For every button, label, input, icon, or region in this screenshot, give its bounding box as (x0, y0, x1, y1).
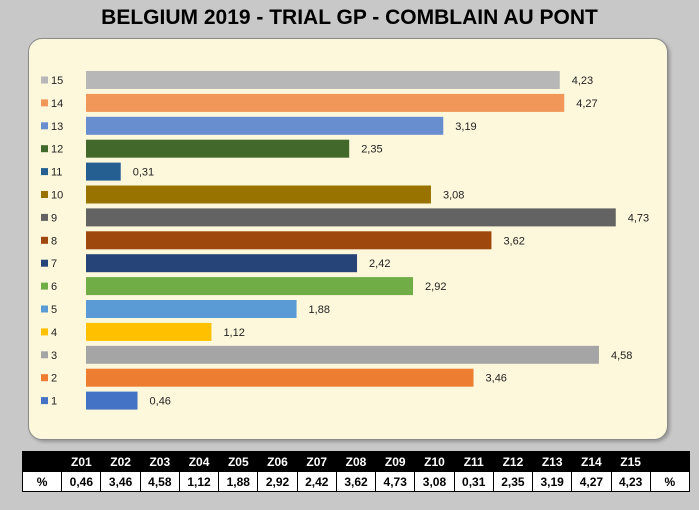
legend-marker-9 (41, 213, 48, 221)
data-label-15: 4,23 (572, 75, 593, 87)
table-header-cell: Z15 (610, 451, 651, 472)
table-header-cell: Z06 (257, 451, 298, 472)
data-label-1: 0,46 (150, 396, 171, 408)
bar-8 (86, 231, 492, 250)
data-label-7: 2,42 (369, 258, 390, 270)
data-label-11: 0,31 (133, 167, 154, 179)
data-label-2: 3,46 (486, 373, 507, 385)
table-header-cell: Z05 (218, 451, 259, 472)
zone-table: Z01 Z02 Z03 Z04 Z05 Z06 Z07 Z08 Z09 Z10 … (21, 451, 691, 492)
bar-2 (86, 368, 474, 387)
table-cell: 3,08 (414, 471, 455, 492)
legend-marker-7 (41, 259, 48, 267)
table-header-cell: Z01 (61, 451, 102, 472)
bar-10 (86, 185, 431, 204)
table-cell: 3,46 (100, 471, 141, 492)
table-cell: 4,27 (571, 471, 612, 492)
legend-marker-14 (41, 99, 48, 107)
legend-marker-13 (41, 122, 48, 130)
table-cell: 1,12 (178, 471, 220, 492)
table-cell: 2,92 (257, 471, 298, 492)
bar-4 (86, 322, 212, 341)
table-value-row: % 0,46 3,46 4,58 1,12 1,88 2,92 2,42 3,6… (21, 471, 691, 492)
table-header-cell (649, 451, 691, 472)
bar-6 (86, 277, 414, 296)
bar-3 (86, 345, 599, 364)
data-label-13: 3,19 (455, 121, 476, 133)
category-label-15: 15 (51, 75, 63, 87)
category-label-8: 8 (51, 235, 57, 247)
category-label-6: 6 (51, 281, 57, 293)
bar-14 (86, 93, 565, 112)
legend-marker-12 (41, 145, 48, 153)
legend-marker-10 (41, 191, 48, 198)
table-cell: 1,88 (218, 471, 259, 492)
category-label-1: 1 (51, 396, 57, 408)
category-label-9: 9 (51, 212, 57, 224)
table-cell: 4,58 (139, 471, 180, 492)
table-header-cell: Z07 (296, 451, 337, 472)
category-label-4: 4 (51, 327, 57, 339)
data-label-9: 4,73 (628, 212, 649, 224)
table-cell: 0,31 (453, 471, 494, 492)
table-cell: 3,19 (532, 471, 573, 492)
data-label-10: 3,08 (443, 190, 464, 202)
legend-marker-6 (41, 282, 48, 290)
data-label-12: 2,35 (361, 144, 382, 156)
table-header-cell: Z13 (532, 451, 573, 472)
legend-marker-11 (41, 168, 48, 176)
data-label-6: 2,92 (425, 281, 446, 293)
table-header-row: Z01 Z02 Z03 Z04 Z05 Z06 Z07 Z08 Z09 Z10 … (21, 451, 691, 472)
table-header-cell: Z12 (492, 451, 534, 472)
table-row-label: % (21, 471, 63, 492)
category-label-11: 11 (51, 167, 62, 179)
category-label-12: 12 (51, 144, 63, 156)
legend-marker-15 (41, 76, 48, 84)
category-label-7: 7 (51, 258, 57, 270)
table-cell: 4,23 (610, 471, 651, 492)
data-label-8: 3,62 (503, 235, 524, 247)
legend-marker-4 (41, 328, 48, 336)
table-header-cell: Z11 (453, 451, 494, 472)
category-label-10: 10 (51, 190, 63, 202)
table-header-cell (21, 451, 63, 472)
table-cell: 3,62 (335, 471, 377, 492)
legend-marker-5 (41, 305, 48, 313)
table-header-cell: Z04 (178, 451, 220, 472)
bar-1 (86, 391, 138, 410)
legend-marker-3 (41, 351, 48, 359)
chart-title: BELGIUM 2019 - TRIAL GP - COMBLAIN AU PO… (101, 6, 598, 29)
bar-11 (86, 162, 121, 181)
data-label-3: 4,58 (611, 350, 632, 362)
legend-marker-8 (41, 236, 48, 244)
bar-5 (86, 300, 297, 318)
category-label-2: 2 (51, 373, 57, 385)
table-row-end: % (649, 471, 691, 492)
table-cell: 2,42 (296, 471, 337, 492)
category-label-13: 13 (51, 121, 63, 133)
table-cell: 2,35 (492, 471, 534, 492)
table-cell: 0,46 (61, 471, 102, 492)
category-label-14: 14 (51, 98, 63, 110)
table-header-cell: Z08 (335, 451, 377, 472)
bar-12 (86, 139, 350, 158)
bar-chart: 1 0,46 2 3,46 3 4,58 4 1,12 5 1,88 6 2,92 7 2,42 8 3,62… (41, 71, 649, 410)
data-label-5: 1,88 (309, 304, 330, 316)
bar-7 (86, 254, 358, 273)
category-label-5: 5 (51, 304, 57, 316)
legend-marker-2 (41, 374, 48, 382)
table-header-cell: Z09 (375, 451, 416, 472)
bar-9 (86, 208, 616, 227)
table-cell: 4,73 (375, 471, 416, 492)
data-label-4: 1,12 (223, 327, 244, 339)
bar-15 (86, 71, 560, 89)
bar-13 (86, 116, 444, 135)
table-header-cell: Z03 (139, 451, 180, 472)
table-header-cell: Z02 (100, 451, 141, 472)
table-header-cell: Z14 (571, 451, 612, 472)
legend-marker-1 (41, 397, 48, 405)
data-label-14: 4,27 (576, 98, 597, 110)
category-label-3: 3 (51, 350, 57, 362)
table-header-cell: Z10 (414, 451, 455, 472)
